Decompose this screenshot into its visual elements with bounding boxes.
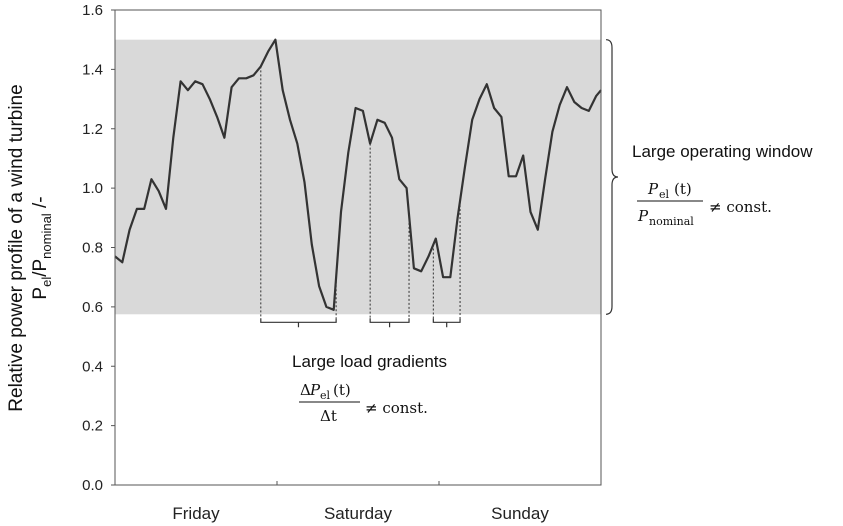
y-axis-title-line1: Relative power profile of a wind turbine [6, 84, 27, 411]
operating-window-brace [605, 39, 619, 315]
gradient-bracket [432, 318, 461, 328]
gradient-bracket [260, 318, 337, 328]
y-tick-label: 0.8 [82, 240, 103, 257]
y-tick-label: 1.4 [82, 61, 103, 78]
svg-text:P: P [309, 381, 321, 399]
svg-text:nominal: nominal [649, 215, 694, 228]
x-category-label: Friday [172, 504, 220, 523]
svg-text:(t): (t) [333, 381, 351, 399]
y-tick-label: 0.4 [82, 358, 103, 375]
y-axis-title-line2: Pel/Pnominal /- [30, 196, 54, 299]
load-gradients-label: Large load gradients [292, 352, 447, 371]
svg-text:Δt: Δt [320, 407, 337, 425]
x-category-label: Saturday [324, 504, 393, 523]
y-tick-label: 0.2 [82, 418, 103, 435]
operating-window-label: Large operating window [632, 142, 813, 161]
plot-frame [114, 9, 602, 486]
svg-text:(t): (t) [674, 180, 692, 198]
x-category-label: Sunday [491, 504, 549, 523]
svg-text:P: P [647, 180, 659, 198]
svg-text:≠ const.: ≠ const. [709, 198, 772, 216]
y-tick-label: 0.6 [82, 299, 103, 316]
svg-text:el: el [320, 389, 331, 402]
operating-window-formula: P el (t) P nominal ≠ const. [637, 180, 772, 228]
load-gradients-formula: Δ P el (t) Δt ≠ const. [299, 381, 428, 425]
operating-window-band [115, 39, 601, 315]
svg-text:el: el [659, 188, 670, 201]
gradient-bracket [369, 318, 410, 328]
svg-text:≠ const.: ≠ const. [365, 399, 428, 417]
y-tick-label: 1.6 [82, 2, 103, 19]
series-line-power-profile [114, 38, 602, 311]
y-tick-label: 0.0 [82, 477, 103, 494]
y-tick-label: 1.0 [82, 180, 103, 197]
y-tick-label: 1.2 [82, 121, 103, 138]
svg-text:P: P [637, 207, 649, 225]
svg-text:Δ: Δ [300, 381, 311, 399]
